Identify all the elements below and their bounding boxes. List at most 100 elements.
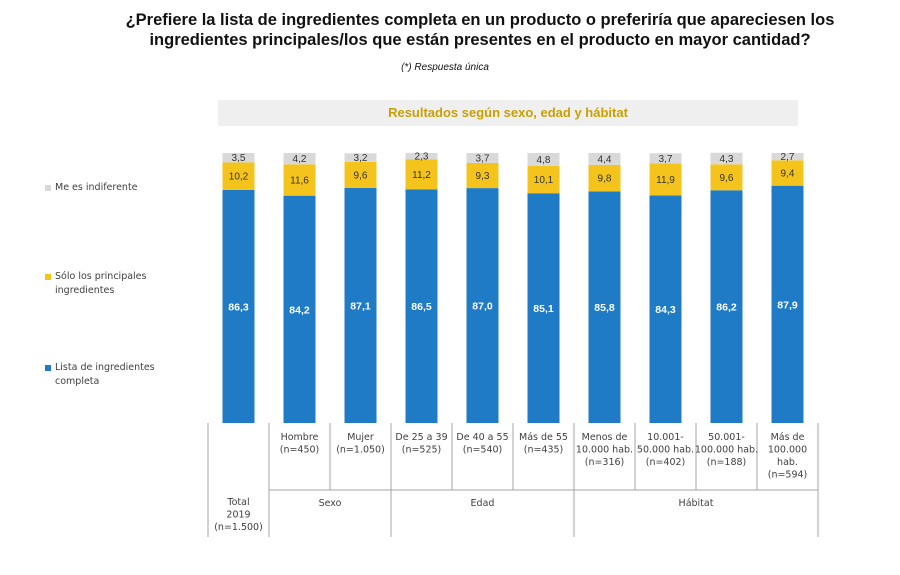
bar-segment bbox=[710, 152, 743, 165]
data-label: 9,8 bbox=[598, 174, 612, 185]
category-label: (n=435) bbox=[524, 445, 564, 456]
data-label: 4,2 bbox=[293, 154, 307, 165]
category-label: (n=188) bbox=[707, 457, 747, 468]
category-label: (n=540) bbox=[463, 445, 503, 456]
data-label: 10,1 bbox=[534, 175, 554, 186]
data-label: 11,6 bbox=[290, 176, 309, 187]
bar-segment bbox=[283, 164, 316, 196]
chart-title-line-2: ingredientes principales/los que están p… bbox=[149, 31, 811, 49]
bar-segment bbox=[649, 195, 682, 423]
bar-segment bbox=[466, 153, 499, 163]
category-label: 50.000 hab. bbox=[637, 445, 694, 456]
legend-swatch-lista-completa bbox=[45, 365, 51, 371]
bar-segment bbox=[588, 191, 621, 423]
data-label: 4,8 bbox=[537, 155, 551, 166]
bar-segment bbox=[771, 153, 804, 161]
data-label: 3,2 bbox=[354, 153, 368, 164]
bar-segment bbox=[222, 153, 255, 163]
category-label: Menos de bbox=[582, 432, 628, 443]
category-label: De 40 a 55 bbox=[456, 432, 508, 443]
category-label: 2019 bbox=[226, 510, 250, 521]
data-label: 10,2 bbox=[229, 172, 249, 183]
bar-segment bbox=[527, 193, 560, 423]
category-label: Más de 55 bbox=[519, 432, 568, 443]
bar-segment bbox=[527, 153, 560, 166]
data-label: 86,5 bbox=[411, 301, 432, 313]
data-label: 9,3 bbox=[476, 171, 490, 182]
bar-segment bbox=[771, 185, 804, 423]
group-label: Sexo bbox=[319, 498, 342, 509]
data-label: 4,4 bbox=[598, 154, 612, 165]
legend-item-lista-completa: Lista de ingredientes completa bbox=[45, 361, 170, 389]
bar-segment bbox=[466, 188, 499, 423]
category-label: 10.001- bbox=[647, 432, 684, 443]
data-label: 9,4 bbox=[781, 168, 795, 179]
legend-swatch-solo-principales bbox=[45, 274, 51, 280]
legend-label-solo-principales: Sólo los principales ingredientes bbox=[55, 271, 147, 296]
category-label: 10.000 hab. bbox=[576, 445, 633, 456]
data-label: 86,2 bbox=[716, 302, 737, 314]
group-label: Hábitat bbox=[679, 498, 714, 509]
category-label: Mujer bbox=[347, 432, 374, 443]
data-label: 87,0 bbox=[472, 301, 493, 313]
data-label: 3,7 bbox=[476, 153, 490, 164]
bar-segment bbox=[527, 165, 560, 194]
data-label: 2,7 bbox=[781, 152, 795, 163]
legend-label-indiferente: Me es indiferente bbox=[55, 182, 138, 193]
bar-segment bbox=[344, 161, 377, 188]
category-label: (n=1.500) bbox=[214, 522, 263, 533]
bar-segment bbox=[466, 162, 499, 189]
bar-segment bbox=[405, 153, 438, 160]
bar-segment bbox=[588, 164, 621, 192]
bar-segment bbox=[344, 153, 377, 162]
legend-swatch-indiferente bbox=[45, 185, 51, 191]
bar-segment bbox=[649, 163, 682, 196]
chart-title: ¿Prefiere la lista de ingredientes compl… bbox=[120, 10, 840, 50]
category-label: (n=525) bbox=[402, 445, 442, 456]
category-label: (n=402) bbox=[646, 457, 686, 468]
legend-item-indiferente: Me es indiferente bbox=[45, 181, 170, 195]
data-label: 11,2 bbox=[412, 170, 431, 181]
legend-label-lista-completa: Lista de ingredientes completa bbox=[55, 362, 155, 387]
category-label: 50.001- bbox=[708, 432, 745, 443]
bar-segment bbox=[283, 153, 316, 165]
data-label: 85,1 bbox=[533, 303, 554, 315]
data-label: 84,3 bbox=[655, 304, 676, 316]
data-label: 85,8 bbox=[594, 302, 615, 314]
category-label: hab. bbox=[777, 457, 798, 468]
bar-segment bbox=[222, 189, 255, 423]
bar-segment bbox=[344, 187, 377, 423]
bar-segment bbox=[222, 162, 255, 190]
chart-subtitle: (*) Respuesta única bbox=[401, 62, 489, 73]
data-label: 4,3 bbox=[720, 154, 734, 165]
bar-segment bbox=[710, 190, 743, 423]
data-label: 3,5 bbox=[232, 153, 246, 164]
data-label: 86,3 bbox=[228, 301, 249, 313]
results-banner: Resultados según sexo, edad y hábitat bbox=[218, 100, 798, 126]
data-label: 11,9 bbox=[656, 175, 675, 186]
data-label: 87,9 bbox=[777, 299, 798, 311]
data-label: 84,2 bbox=[289, 304, 310, 316]
data-label: 2,3 bbox=[415, 152, 429, 163]
category-label: (n=594) bbox=[768, 470, 808, 481]
category-label: Más de bbox=[771, 432, 805, 443]
group-label: Edad bbox=[471, 498, 495, 509]
legend-item-solo-principales: Sólo los principales ingredientes bbox=[45, 270, 170, 298]
bar-segment bbox=[588, 153, 621, 165]
bar-segment bbox=[771, 160, 804, 186]
category-label: Total bbox=[226, 497, 249, 508]
bar-segment bbox=[710, 164, 743, 191]
chart-title-line-1: ¿Prefiere la lista de ingredientes compl… bbox=[125, 11, 835, 29]
bar-segment bbox=[405, 189, 438, 423]
category-label: Hombre bbox=[281, 432, 319, 443]
category-label: (n=316) bbox=[585, 457, 625, 468]
data-label: 3,7 bbox=[659, 154, 673, 165]
bar-segment bbox=[649, 153, 682, 164]
data-label: 87,1 bbox=[350, 300, 371, 312]
data-label: 9,6 bbox=[720, 173, 734, 184]
category-label: De 25 a 39 bbox=[395, 432, 447, 443]
category-label: 100.000 bbox=[768, 445, 807, 456]
category-label: (n=1.050) bbox=[336, 445, 385, 456]
category-label: (n=450) bbox=[280, 445, 320, 456]
